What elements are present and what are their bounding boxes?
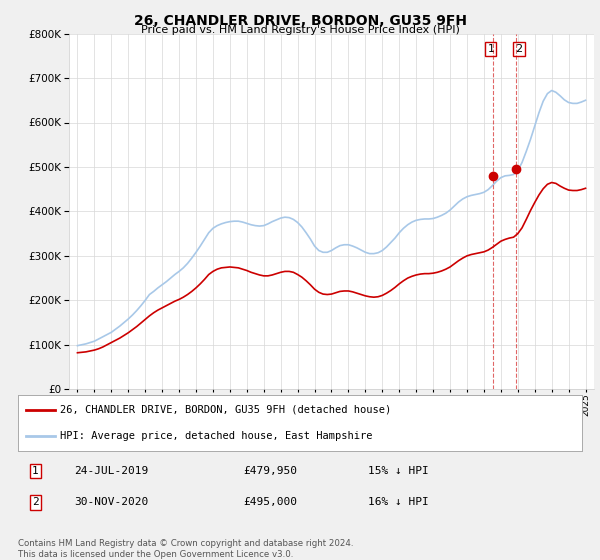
Text: 26, CHANDLER DRIVE, BORDON, GU35 9FH (detached house): 26, CHANDLER DRIVE, BORDON, GU35 9FH (de… — [60, 405, 392, 415]
Text: 26, CHANDLER DRIVE, BORDON, GU35 9FH: 26, CHANDLER DRIVE, BORDON, GU35 9FH — [133, 14, 467, 28]
Text: 30-NOV-2020: 30-NOV-2020 — [74, 497, 149, 507]
Text: 1: 1 — [32, 466, 39, 476]
Text: 16% ↓ HPI: 16% ↓ HPI — [368, 497, 428, 507]
Text: £479,950: £479,950 — [244, 466, 298, 476]
Text: 1: 1 — [487, 44, 494, 54]
Text: Contains HM Land Registry data © Crown copyright and database right 2024.
This d: Contains HM Land Registry data © Crown c… — [18, 539, 353, 559]
Text: 2: 2 — [32, 497, 39, 507]
Text: Price paid vs. HM Land Registry's House Price Index (HPI): Price paid vs. HM Land Registry's House … — [140, 25, 460, 35]
Text: 15% ↓ HPI: 15% ↓ HPI — [368, 466, 428, 476]
Text: £495,000: £495,000 — [244, 497, 298, 507]
Text: 2: 2 — [515, 44, 523, 54]
Text: 24-JUL-2019: 24-JUL-2019 — [74, 466, 149, 476]
Text: HPI: Average price, detached house, East Hampshire: HPI: Average price, detached house, East… — [60, 431, 373, 441]
